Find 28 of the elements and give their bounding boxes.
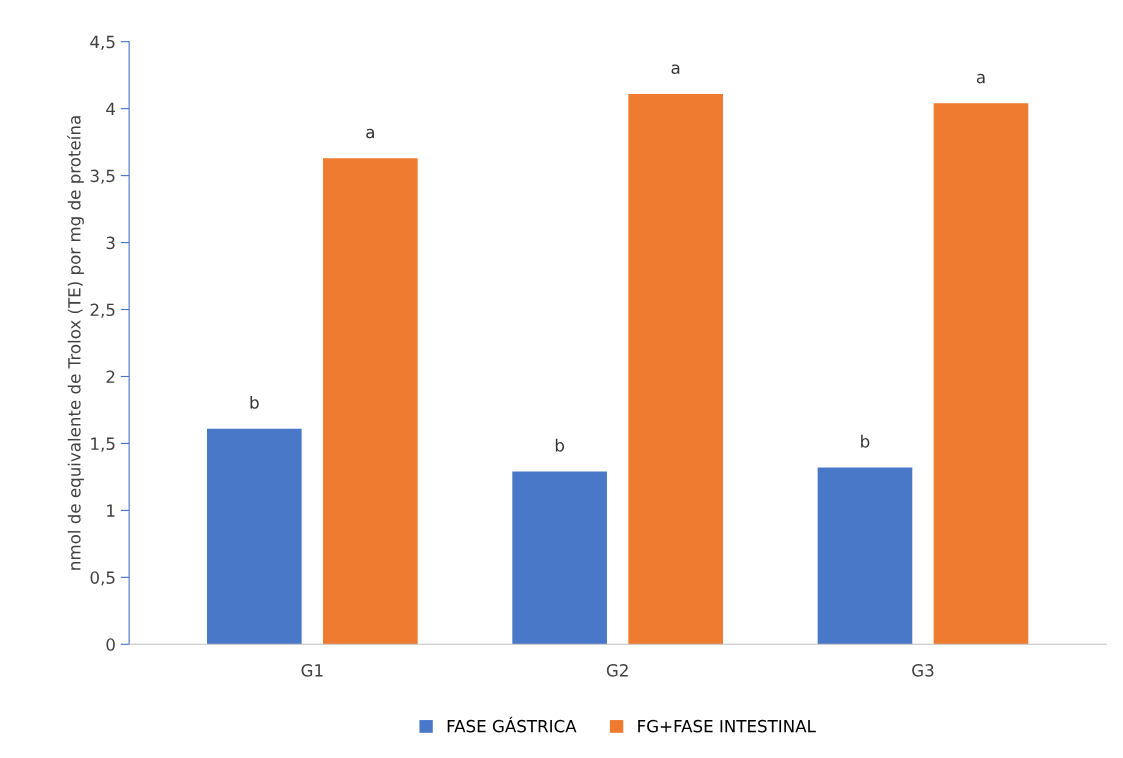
- y-tick-label: 2,5: [90, 303, 115, 318]
- bar: [207, 428, 302, 645]
- data-label: a: [671, 64, 680, 75]
- y-tick-label: 0: [106, 638, 115, 651]
- y-tick-label: 4: [106, 102, 116, 115]
- bar: [933, 103, 1029, 645]
- y-tick-label: 2: [106, 370, 115, 383]
- legend-label: FASE GÁSTRICA: [447, 716, 577, 733]
- data-label: b: [861, 434, 870, 448]
- y-tick-label: 4,5: [90, 35, 115, 50]
- legend-label: FG+FASE INTESTINAL: [638, 719, 816, 733]
- x-tick-label: G3: [912, 664, 934, 677]
- data-label: b: [555, 438, 565, 452]
- y-tick-label: 0,5: [90, 571, 115, 586]
- bar: [817, 467, 913, 645]
- y-axis-title: nmol de equivalente de Trolox (TE) por mg de proteína: [67, 116, 84, 570]
- y-tick-label: 3,5: [90, 169, 115, 184]
- data-label: a: [976, 73, 985, 84]
- data-label: a: [366, 128, 374, 139]
- data-label: b: [250, 395, 259, 409]
- y-tick-label: 1,5: [91, 437, 115, 452]
- bar: [628, 93, 723, 645]
- y-tick-label: 3: [106, 236, 115, 250]
- y-tick-label: 1: [107, 504, 115, 517]
- bar: [512, 471, 607, 645]
- x-tick-label: G1: [301, 664, 323, 677]
- x-tick-label: G2: [606, 664, 628, 677]
- bar: [323, 158, 418, 645]
